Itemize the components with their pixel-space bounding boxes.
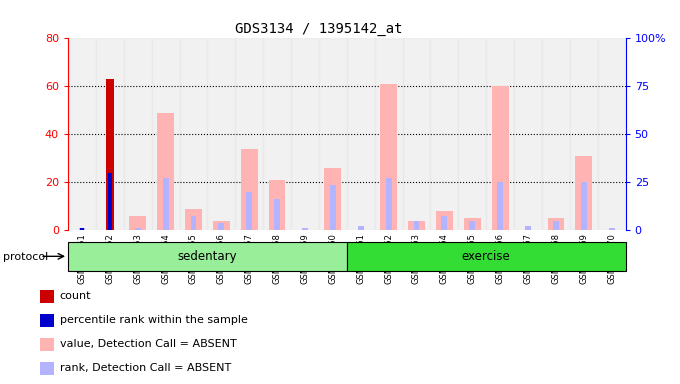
Bar <box>386 177 392 230</box>
Bar <box>106 79 114 230</box>
Bar <box>218 223 224 230</box>
Bar <box>575 156 592 230</box>
Bar <box>40 314 54 327</box>
Bar <box>553 221 559 230</box>
Bar <box>464 218 481 230</box>
Text: value, Detection Call = ABSENT: value, Detection Call = ABSENT <box>60 339 237 349</box>
Bar <box>80 228 84 230</box>
Bar <box>124 38 152 230</box>
Bar <box>185 209 202 230</box>
Bar <box>269 180 286 230</box>
Bar <box>497 182 503 230</box>
Bar <box>514 38 542 230</box>
Text: exercise: exercise <box>462 250 511 263</box>
Bar <box>347 242 626 271</box>
Bar <box>129 216 146 230</box>
Bar <box>40 338 54 351</box>
Text: sedentary: sedentary <box>177 250 237 263</box>
Bar <box>436 211 453 230</box>
Bar <box>157 113 174 230</box>
Bar <box>235 38 263 230</box>
Bar <box>486 38 514 230</box>
Bar <box>319 38 347 230</box>
Bar <box>291 38 319 230</box>
Bar <box>274 199 280 230</box>
Text: rank, Detection Call = ABSENT: rank, Detection Call = ABSENT <box>60 363 231 373</box>
Bar <box>542 38 570 230</box>
Bar <box>330 185 336 230</box>
Bar <box>263 38 291 230</box>
Text: percentile rank within the sample: percentile rank within the sample <box>60 315 248 325</box>
Bar <box>570 38 598 230</box>
Bar <box>358 225 364 230</box>
Bar <box>40 362 54 375</box>
Bar <box>430 38 458 230</box>
Bar <box>347 38 375 230</box>
Bar <box>108 173 112 230</box>
Bar <box>135 228 141 230</box>
Bar <box>609 228 615 230</box>
Bar <box>246 192 252 230</box>
Bar <box>408 221 425 230</box>
Bar <box>180 38 207 230</box>
Bar <box>207 38 235 230</box>
Bar <box>68 242 347 271</box>
Bar <box>441 216 447 230</box>
Bar <box>375 38 403 230</box>
Bar <box>598 38 626 230</box>
Bar <box>380 84 397 230</box>
Bar <box>68 38 96 230</box>
Bar <box>413 221 420 230</box>
Bar <box>213 221 230 230</box>
Bar <box>324 168 341 230</box>
Bar <box>492 86 509 230</box>
Bar <box>40 290 54 303</box>
Bar <box>190 216 197 230</box>
Bar <box>302 228 308 230</box>
Bar <box>96 38 124 230</box>
Bar <box>163 177 169 230</box>
Bar <box>152 38 180 230</box>
Bar <box>547 218 564 230</box>
Text: count: count <box>60 291 91 301</box>
Bar <box>458 38 486 230</box>
Bar <box>581 182 587 230</box>
Bar <box>241 149 258 230</box>
Bar <box>79 228 85 230</box>
Bar <box>525 225 531 230</box>
Bar <box>403 38 430 230</box>
Bar <box>469 221 475 230</box>
Text: protocol: protocol <box>3 252 49 262</box>
Title: GDS3134 / 1395142_at: GDS3134 / 1395142_at <box>235 22 403 36</box>
